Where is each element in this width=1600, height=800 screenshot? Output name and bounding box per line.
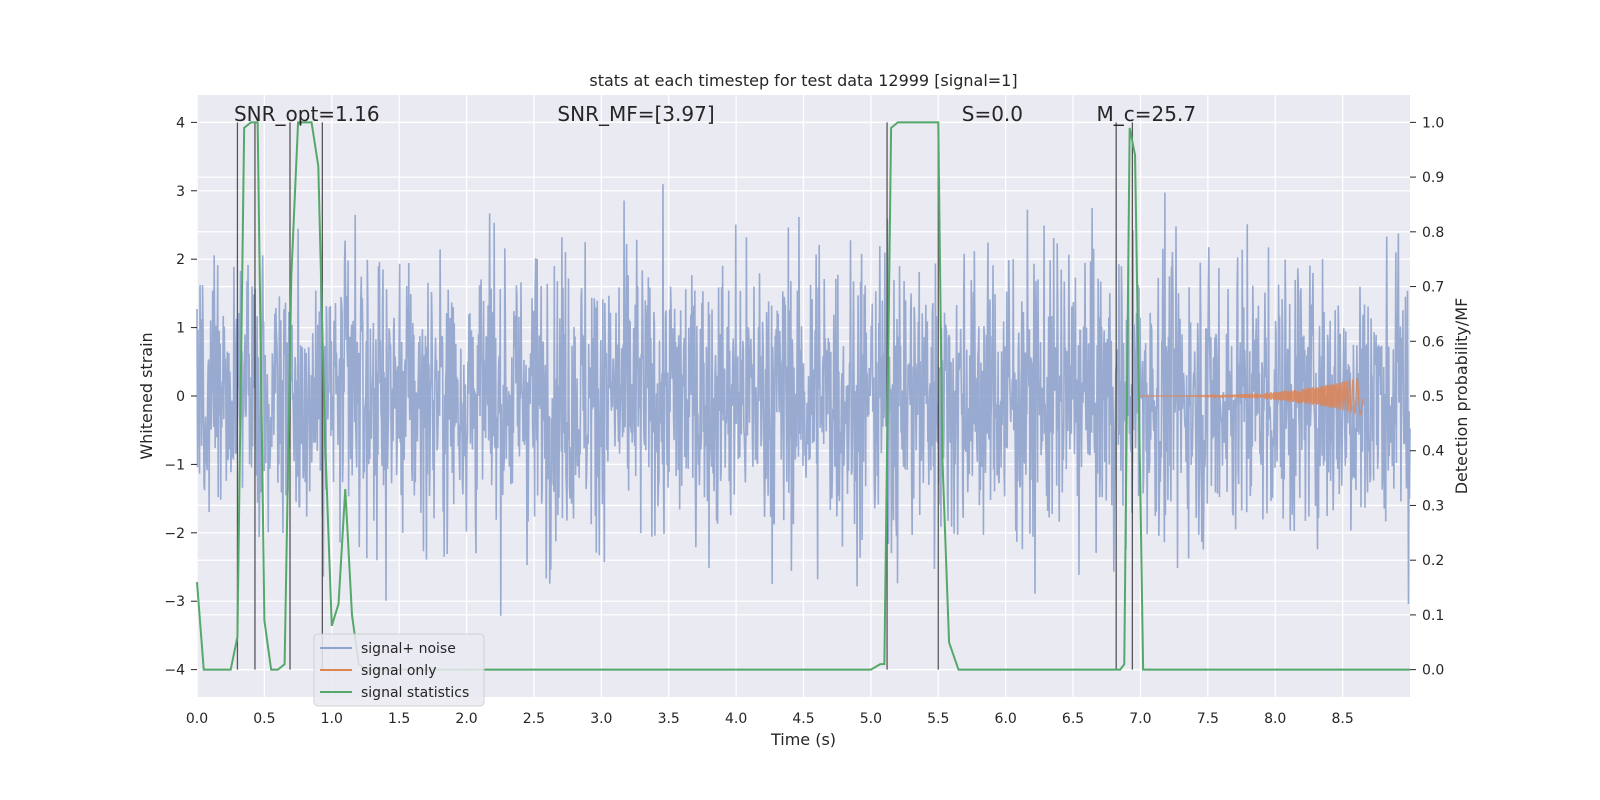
legend: signal+ noise signal only signal statistic… [313, 633, 485, 707]
y-ticks: −4 −3 −2 −1 0 1 2 3 4 [164, 115, 197, 679]
x-tick-label: 7.5 [1197, 711, 1219, 727]
y-tick-label: −3 [164, 594, 185, 610]
y-tick-label: 0 [176, 389, 185, 405]
y-tick-label-right: 0.8 [1422, 225, 1444, 241]
y-tick-label: −2 [164, 526, 185, 542]
x-tick-label: 2.5 [523, 711, 545, 727]
y-tick-label: 1 [176, 321, 185, 337]
x-tick-label: 4.5 [792, 711, 814, 727]
y-tick-label-right: 0.5 [1422, 389, 1444, 405]
y-axis-label: Whitened strain [137, 332, 156, 459]
y-tick-label: −1 [164, 457, 185, 473]
x-tick-label: 3.0 [590, 711, 612, 727]
legend-box [313, 633, 485, 707]
x-tick-label: 0.5 [253, 711, 275, 727]
y-tick-label-right: 0.6 [1422, 334, 1444, 350]
x-axis-label: Time (s) [770, 730, 836, 749]
y-tick-label: 4 [176, 115, 185, 131]
y-tick-label-right: 0.3 [1422, 498, 1444, 514]
signal-noise-line [196, 184, 1411, 616]
y-tick-label-right: 0.7 [1422, 280, 1444, 296]
y-tick-label: 2 [176, 252, 185, 268]
annotation: SNR_opt=1.16 [234, 102, 380, 126]
x-tick-label: 5.5 [927, 711, 949, 727]
legend-label: signal+ noise [361, 641, 456, 657]
x-tick-label: 3.5 [658, 711, 680, 727]
signal-only-series [1140, 376, 1364, 416]
annotation: S=0.0 [962, 102, 1023, 126]
x-tick-label: 1.0 [321, 711, 343, 727]
y-tick-label-right: 0.2 [1422, 553, 1444, 569]
legend-label: signal only [361, 663, 436, 679]
annotations: SNR_opt=1.16 SNR_MF=[3.97] S=0.0 M_c=25.7 [234, 102, 1196, 126]
signal-only-line [1140, 376, 1364, 416]
x-tick-label: 8.0 [1264, 711, 1286, 727]
y-tick-label: −4 [164, 663, 185, 679]
x-tick-label: 2.0 [455, 711, 477, 727]
x-tick-label: 6.0 [995, 711, 1017, 727]
x-ticks: 0.0 0.5 1.0 1.5 2.0 2.5 3.0 3.5 4.0 4.5 5.0 5.5 6.0 6… [186, 711, 1354, 727]
y-ticks-right: 0.0 0.1 0.2 0.3 0.4 0.5 0.6 0.7 0.8 0.9 1.0 [1410, 115, 1444, 679]
y-tick-label-right: 0.0 [1422, 663, 1444, 679]
x-tick-label: 4.0 [725, 711, 747, 727]
x-tick-label: 0.0 [186, 711, 208, 727]
annotation: M_c=25.7 [1097, 102, 1197, 126]
chart-title: stats at each timestep for test data 129… [589, 71, 1017, 90]
legend-label: signal statistics [361, 685, 469, 701]
y-tick-label-right: 0.1 [1422, 608, 1444, 624]
x-tick-label: 5.0 [860, 711, 882, 727]
x-tick-label: 6.5 [1062, 711, 1084, 727]
x-tick-label: 1.5 [388, 711, 410, 727]
y-tick-label-right: 0.9 [1422, 170, 1444, 186]
x-tick-label: 8.5 [1331, 711, 1353, 727]
y-tick-label-right: 1.0 [1422, 115, 1444, 131]
y-tick-label-right: 0.4 [1422, 444, 1444, 460]
signal-noise-series [196, 184, 1411, 616]
y-axis-right-label: Detection probability/MF [1452, 298, 1471, 495]
y-tick-label: 3 [176, 184, 185, 200]
x-tick-label: 7.0 [1129, 711, 1151, 727]
annotation: SNR_MF=[3.97] [557, 102, 714, 126]
